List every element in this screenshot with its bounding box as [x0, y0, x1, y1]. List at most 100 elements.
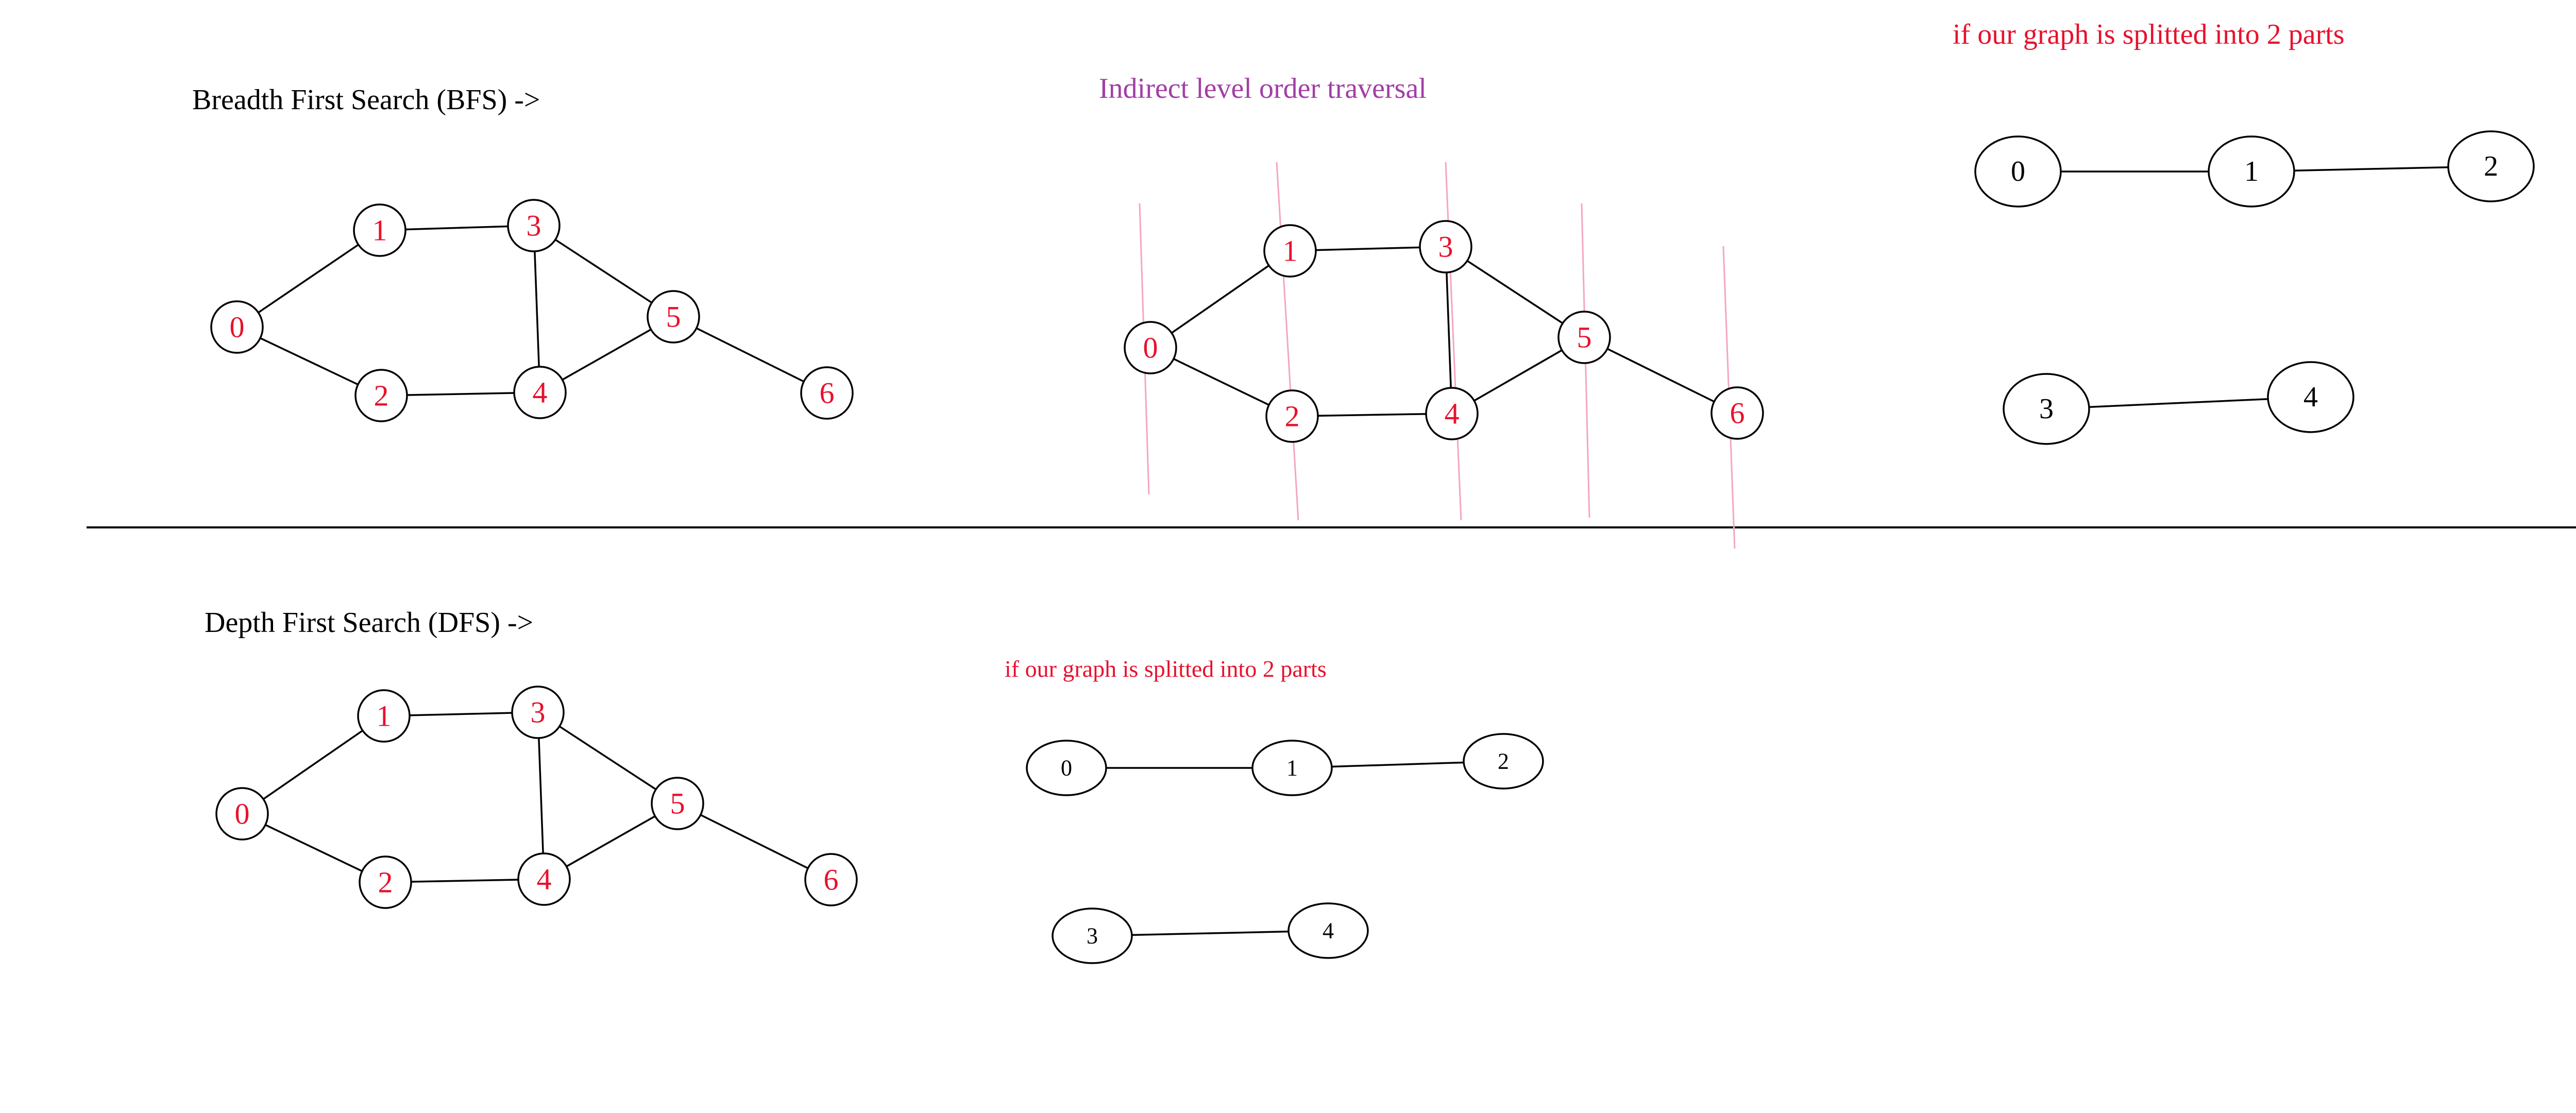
- level-node-1-circle: [1263, 224, 1317, 278]
- dfs-node-0-circle: [215, 787, 269, 841]
- split-graph-top: 0 1 2 3 4: [1974, 130, 2535, 445]
- split-bottom-node-0: 0: [1026, 740, 1107, 796]
- bfs-node-6: 6: [800, 366, 854, 420]
- level-node-6-label: 6: [1730, 397, 1745, 430]
- bfs-node-0: 0: [210, 300, 264, 354]
- split-graph-bottom: 0 1 2 3 4: [1026, 733, 1544, 964]
- split-bottom-node-1-label: 1: [1286, 756, 1298, 781]
- level-edge-3-4: [1446, 272, 1452, 388]
- bfs-node-6-label: 6: [820, 376, 835, 410]
- split-bottom-node-3-circle: [1052, 907, 1133, 964]
- dfs-node-3: 3: [511, 686, 565, 739]
- level-node-1-label: 1: [1283, 234, 1298, 268]
- split-top-node-1: 1: [2208, 135, 2295, 208]
- bfs-node-1: 1: [353, 203, 406, 257]
- dfs-graph: 0 1 2 3 4 5 6: [215, 686, 858, 909]
- dfs-edge-3-4: [538, 738, 544, 854]
- split-bottom-node-4-circle: [1287, 902, 1369, 959]
- split-bottom-node-3: 3: [1052, 907, 1133, 964]
- bfs-edge-4-5: [562, 329, 652, 381]
- level-node-3-label: 3: [1438, 230, 1453, 264]
- level-node-6-circle: [1710, 386, 1764, 440]
- dfs-title: Depth First Search (DFS) ->: [205, 607, 533, 639]
- level-node-4-label: 4: [1445, 397, 1460, 431]
- level-line-2: [1445, 162, 1462, 521]
- level-edge-0-2: [1173, 358, 1269, 406]
- bfs-node-5-label: 5: [666, 300, 681, 334]
- level-node-0-circle: [1124, 321, 1177, 374]
- dfs-node-2-circle: [359, 855, 412, 909]
- bfs-node-0-circle: [210, 300, 264, 354]
- level-node-2-circle: [1265, 389, 1319, 443]
- split-top-node-1-circle: [2208, 135, 2295, 208]
- split-top-node-1-label: 1: [2244, 156, 2259, 187]
- dfs-node-4-label: 4: [537, 863, 552, 896]
- level-node-3-circle: [1419, 220, 1472, 273]
- dfs-node-0-label: 0: [235, 797, 250, 831]
- bfs-node-2-label: 2: [374, 379, 389, 413]
- dfs-node-5-circle: [651, 777, 704, 830]
- level-node-5-label: 5: [1577, 321, 1592, 354]
- bfs-node-4: 4: [513, 366, 567, 419]
- bfs-node-5: 5: [647, 290, 700, 344]
- split-top-node-3-circle: [2003, 373, 2090, 445]
- bfs-node-0-label: 0: [230, 311, 245, 344]
- dfs-edge-2-4: [411, 879, 519, 883]
- split-bottom-node-4-label: 4: [1323, 918, 1334, 944]
- level-node-5: 5: [1557, 311, 1611, 364]
- dfs-edge-0-2: [265, 824, 363, 872]
- split-bottom-node-3-label: 3: [1087, 923, 1098, 949]
- bfs-node-2: 2: [354, 369, 408, 422]
- dfs-node-5-label: 5: [670, 787, 685, 820]
- level-edge-4-5: [1473, 349, 1563, 402]
- level-edge-0-1: [1171, 265, 1269, 334]
- dfs-edge-0-1: [263, 729, 363, 800]
- bfs-edge-3-4: [534, 251, 540, 367]
- bfs-edge-0-2: [260, 337, 359, 386]
- bfs-node-3: 3: [507, 199, 561, 252]
- level-order-caption: Indirect level order traversal: [1099, 73, 1427, 105]
- dfs-node-6: 6: [804, 853, 858, 906]
- level-node-4: 4: [1425, 387, 1479, 440]
- bfs-edge-5-6: [696, 327, 804, 383]
- split-bottom-node-0-label: 0: [1061, 756, 1072, 781]
- level-edge-2-4: [1317, 413, 1427, 417]
- split-top-node-0-circle: [1974, 135, 2062, 208]
- bfs-node-1-label: 1: [372, 214, 387, 247]
- bfs-edge-2-4: [406, 392, 515, 396]
- bfs-edge-3-5: [554, 238, 653, 304]
- split-top-node-4: 4: [2267, 361, 2354, 433]
- bfs-node-6-circle: [800, 366, 854, 420]
- bfs-node-3-circle: [507, 199, 561, 252]
- dfs-node-4-circle: [517, 852, 571, 906]
- bfs-graph: 0 1 2 3 4 5 6: [210, 199, 854, 422]
- split-top-node-3: 3: [2003, 373, 2090, 445]
- split-bottom-edge-3-4: [1131, 930, 1289, 936]
- split-top-edge-1-2: [2294, 166, 2449, 172]
- split-top-node-4-label: 4: [2303, 381, 2318, 413]
- split-caption-bottom: if our graph is splitted into 2 parts: [1005, 656, 1327, 682]
- dfs-node-4: 4: [517, 852, 571, 906]
- level-edge-5-6: [1607, 348, 1715, 403]
- split-bottom-node-1: 1: [1251, 740, 1333, 796]
- dfs-edge-1-3: [409, 712, 513, 716]
- dfs-node-2: 2: [359, 855, 412, 909]
- dfs-node-3-circle: [511, 686, 565, 739]
- split-top-node-2: 2: [2447, 130, 2535, 202]
- split-caption-top: if our graph is splitted into 2 parts: [1953, 19, 2345, 50]
- split-bottom-node-1-circle: [1251, 740, 1333, 796]
- bfs-node-1-circle: [353, 203, 406, 257]
- level-node-0: 0: [1124, 321, 1177, 374]
- bfs-node-4-label: 4: [533, 376, 548, 409]
- level-node-1: 1: [1263, 224, 1317, 278]
- level-lines: [1139, 162, 1736, 549]
- split-top-node-0: 0: [1974, 135, 2062, 208]
- level-node-2: 2: [1265, 389, 1319, 443]
- dfs-node-5: 5: [651, 777, 704, 830]
- level-edge-1-3: [1315, 246, 1420, 251]
- split-bottom-node-2: 2: [1463, 733, 1544, 790]
- level-node-5-circle: [1557, 311, 1611, 364]
- split-top-node-4-circle: [2267, 361, 2354, 433]
- level-order-graph: 0 1 2 3 4 5 6: [1124, 220, 1764, 443]
